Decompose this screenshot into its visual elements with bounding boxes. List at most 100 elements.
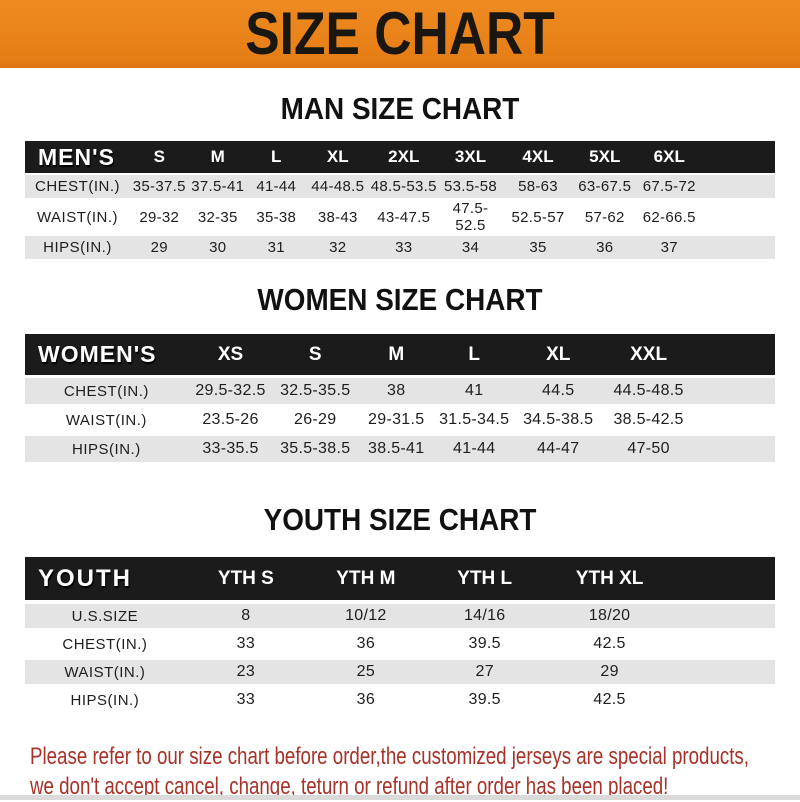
table-cell: 34 xyxy=(437,236,504,259)
table-cell: 14/16 xyxy=(424,604,545,628)
table-row: CHEST(IN.) 33 36 39.5 42.5 xyxy=(25,632,775,656)
table-cell: 34.5-38.5 xyxy=(513,407,604,433)
filler-cell xyxy=(693,378,775,404)
bottom-edge-strip xyxy=(0,795,800,800)
table-cell: 67.5-72 xyxy=(637,175,702,198)
youth-size-table: YOUTH YTH S YTH M YTH L YTH XL U.S.SIZE 8 10/12… xyxy=(25,553,775,716)
table-row: CHEST(IN.) 35-37.5 37.5-41 41-44 44-48.5 48.5… xyxy=(25,175,775,198)
table-cell: 53.5-58 xyxy=(437,175,504,198)
column-header: 2XL xyxy=(370,141,438,173)
banner: SIZE CHART xyxy=(0,0,800,68)
table-cell: 29-31.5 xyxy=(357,407,436,433)
table-cell: 32-35 xyxy=(188,200,247,234)
filler-cell xyxy=(674,688,775,712)
table-cell: 33-35.5 xyxy=(187,436,274,462)
table-cell: 39.5 xyxy=(424,632,545,656)
table-cell: 44.5 xyxy=(513,378,604,404)
table-cell: 8 xyxy=(184,604,307,628)
row-label: U.S.SIZE xyxy=(25,604,185,628)
table-cell: 35 xyxy=(503,236,573,259)
table-row: WAIST(IN.) 23.5-26 26-29 29-31.5 31.5-34.5 34… xyxy=(25,407,775,433)
column-header: YTH S xyxy=(184,557,307,600)
table-cell: 42.5 xyxy=(544,688,675,712)
table-cell: 36 xyxy=(572,236,637,259)
table-cell: 27 xyxy=(424,660,545,684)
filler-cell xyxy=(674,604,775,628)
row-label: CHEST(IN.) xyxy=(25,378,188,404)
row-label: WAIST(IN.) xyxy=(25,200,130,234)
column-header: 5XL xyxy=(572,141,637,173)
table-cell: 62-66.5 xyxy=(637,200,702,234)
table-cell: 38-43 xyxy=(305,200,370,234)
table-header-row: MEN'S S M L XL 2XL 3XL 4XL 5XL 6XL xyxy=(25,141,775,173)
table-row: HIPS(IN.) 33-35.5 35.5-38.5 38.5-41 41-44 44-… xyxy=(25,436,775,462)
table-cell: 37 xyxy=(637,236,702,259)
column-header: YTH L xyxy=(424,557,545,600)
filler-cell xyxy=(693,407,775,433)
table-cell: 35-37.5 xyxy=(130,175,189,198)
column-header: S xyxy=(130,141,189,173)
section-youth: YOUTH SIZE CHART YOUTH YTH S YTH M YTH L YTH… xyxy=(0,502,800,716)
column-header: XS xyxy=(187,334,274,375)
table-cell: 57-62 xyxy=(572,200,637,234)
table-cell: 29-32 xyxy=(130,200,189,234)
table-row: WAIST(IN.) 23 25 27 29 xyxy=(25,660,775,684)
youth-section-heading: YOUTH SIZE CHART xyxy=(263,502,537,537)
table-cell: 38 xyxy=(357,378,436,404)
row-label: HIPS(IN.) xyxy=(25,436,188,462)
table-cell: 10/12 xyxy=(306,604,425,628)
column-header: M xyxy=(357,334,436,375)
table-cell: 38.5-41 xyxy=(357,436,436,462)
column-header: 6XL xyxy=(637,141,702,173)
table-cell: 18/20 xyxy=(544,604,675,628)
women-section-heading: WOMEN SIZE CHART xyxy=(257,282,543,317)
table-cell: 58-63 xyxy=(503,175,573,198)
table-row: U.S.SIZE 8 10/12 14/16 18/20 xyxy=(25,604,775,628)
table-cell: 29 xyxy=(544,660,675,684)
filler-header-cell xyxy=(693,334,775,375)
filler-cell xyxy=(701,175,775,198)
table-cell: 23.5-26 xyxy=(187,407,274,433)
table-cell: 32 xyxy=(305,236,370,259)
men-size-table: MEN'S S M L XL 2XL 3XL 4XL 5XL 6XL CHEST(IN.) 35-37… xyxy=(25,139,775,261)
table-cell: 63-67.5 xyxy=(572,175,637,198)
row-label: WAIST(IN.) xyxy=(25,407,188,433)
table-cell: 44.5-48.5 xyxy=(603,378,694,404)
section-men: MAN SIZE CHART MEN'S S M L XL 2XL 3XL 4XL 5XL 6XL… xyxy=(0,91,800,261)
table-cell: 38.5-42.5 xyxy=(603,407,694,433)
table-header-row: YOUTH YTH S YTH M YTH L YTH XL xyxy=(25,557,775,600)
table-cell: 41-44 xyxy=(435,436,514,462)
column-header: M xyxy=(188,141,247,173)
column-header: S xyxy=(273,334,358,375)
table-cell: 44-48.5 xyxy=(305,175,370,198)
table-cell: 25 xyxy=(306,660,425,684)
women-size-table: WOMEN'S XS S M L XL XXL CHEST(IN.) 29.5-32.5 32.5… xyxy=(25,331,775,465)
row-label: CHEST(IN.) xyxy=(25,632,185,656)
column-header: YTH XL xyxy=(544,557,675,600)
column-header: L xyxy=(435,334,514,375)
row-label: HIPS(IN.) xyxy=(25,236,130,259)
filler-header-cell xyxy=(701,141,775,173)
table-cell: 47.5-52.5 xyxy=(437,200,504,234)
footer-line-1: Please refer to our size chart before or… xyxy=(30,743,750,770)
table-cell: 23 xyxy=(184,660,307,684)
table-cell: 31.5-34.5 xyxy=(435,407,514,433)
filler-cell xyxy=(674,660,775,684)
table-title-cell: WOMEN'S xyxy=(25,334,188,375)
table-title-cell: YOUTH xyxy=(25,557,185,600)
table-cell: 33 xyxy=(184,632,307,656)
table-cell: 52.5-57 xyxy=(503,200,573,234)
table-row: HIPS(IN.) 33 36 39.5 42.5 xyxy=(25,688,775,712)
column-header: 4XL xyxy=(503,141,573,173)
table-cell: 41 xyxy=(435,378,514,404)
table-cell: 48.5-53.5 xyxy=(370,175,438,198)
column-header: XL xyxy=(513,334,604,375)
filler-cell xyxy=(701,236,775,259)
section-women: WOMEN SIZE CHART WOMEN'S XS S M L XL XXL CHEST(… xyxy=(0,282,800,465)
table-cell: 44-47 xyxy=(513,436,604,462)
table-cell: 41-44 xyxy=(247,175,306,198)
column-header: L xyxy=(247,141,306,173)
footer-note: Please refer to our size chart before or… xyxy=(0,742,800,802)
table-cell: 36 xyxy=(306,688,425,712)
